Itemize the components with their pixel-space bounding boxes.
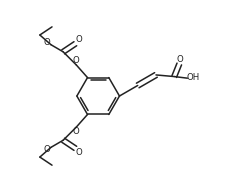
Text: OH: OH — [186, 73, 200, 82]
Text: O: O — [43, 38, 50, 47]
Text: O: O — [73, 56, 80, 65]
Text: O: O — [73, 127, 80, 136]
Text: O: O — [177, 55, 184, 64]
Text: O: O — [75, 148, 82, 157]
Text: O: O — [75, 35, 82, 44]
Text: O: O — [43, 145, 50, 154]
